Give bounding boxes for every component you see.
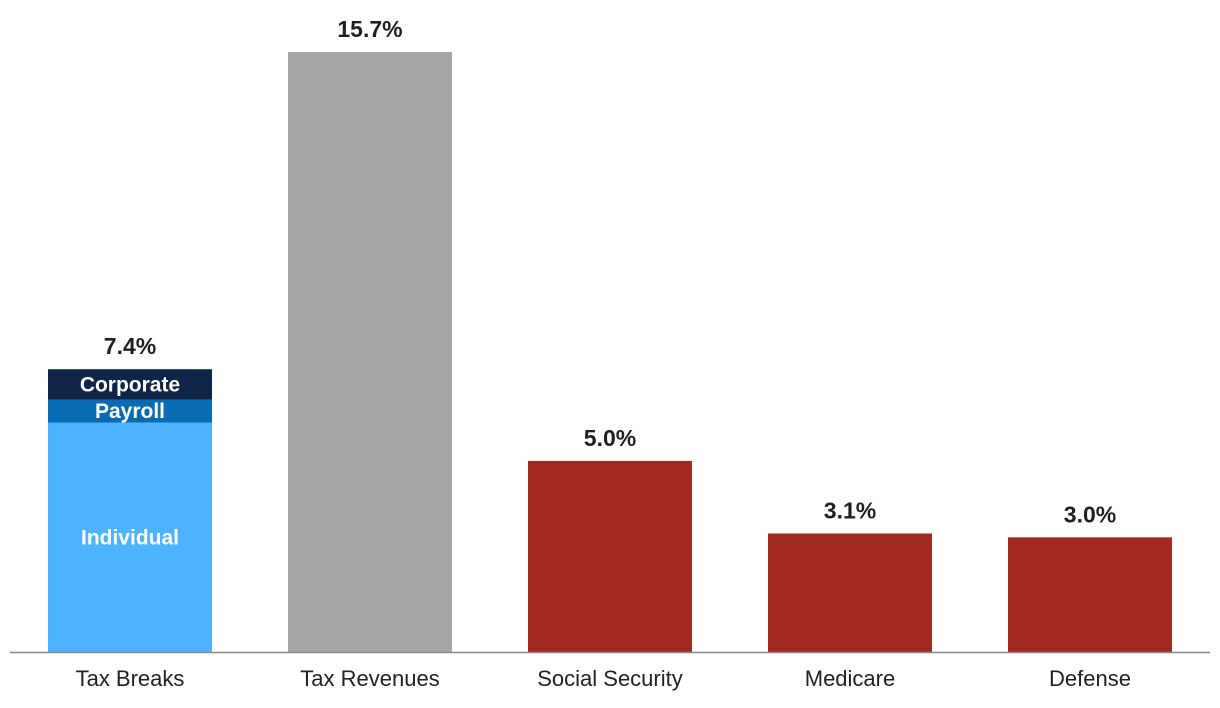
value-label-defense: 3.0% bbox=[1064, 501, 1116, 527]
bar-social-security bbox=[528, 460, 692, 652]
category-label-medicare: Medicare bbox=[805, 666, 895, 691]
value-labels-group: Individual Payroll Corporate 7.4% 15.7% 5.0% 3… bbox=[80, 16, 1116, 549]
category-label-tax-revenues: Tax Revenues bbox=[300, 666, 439, 691]
value-label-tax-revenues: 15.7% bbox=[337, 16, 402, 42]
value-label-social-security: 5.0% bbox=[584, 425, 636, 451]
category-labels-group: Tax Breaks Tax Revenues Social Security Med… bbox=[76, 666, 1131, 691]
bar-segment-payroll bbox=[48, 399, 212, 423]
value-label-tax-breaks: 7.4% bbox=[104, 333, 156, 359]
segment-label-individual: Individual bbox=[81, 526, 179, 549]
category-label-social-security: Social Security bbox=[537, 666, 683, 691]
value-label-medicare: 3.1% bbox=[824, 498, 876, 524]
category-label-tax-breaks: Tax Breaks bbox=[76, 666, 185, 691]
bar-tax-revenues bbox=[288, 52, 452, 652]
category-label-defense: Defense bbox=[1049, 666, 1131, 691]
bar-defense bbox=[1008, 537, 1172, 652]
bars-group bbox=[48, 52, 1172, 652]
segment-label-payroll: Payroll bbox=[95, 400, 165, 423]
segment-label-corporate: Corporate bbox=[80, 373, 180, 396]
bar-segment-corporate bbox=[48, 369, 212, 400]
bar-medicare bbox=[768, 533, 932, 652]
bar-segment-individual bbox=[48, 422, 212, 652]
